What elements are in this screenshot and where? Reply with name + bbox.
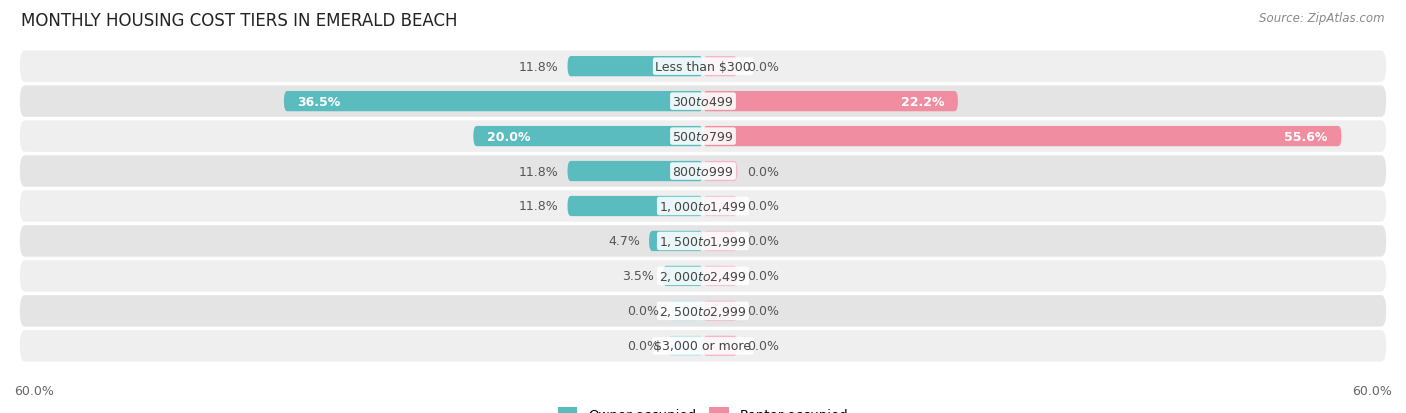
FancyBboxPatch shape <box>568 197 703 216</box>
Text: 11.8%: 11.8% <box>519 61 558 74</box>
FancyBboxPatch shape <box>284 92 703 112</box>
FancyBboxPatch shape <box>20 86 1386 118</box>
FancyBboxPatch shape <box>669 301 703 321</box>
FancyBboxPatch shape <box>20 261 1386 292</box>
Text: $2,000 to $2,499: $2,000 to $2,499 <box>659 269 747 283</box>
FancyBboxPatch shape <box>20 191 1386 222</box>
FancyBboxPatch shape <box>703 336 738 356</box>
Text: 3.5%: 3.5% <box>621 270 654 283</box>
FancyBboxPatch shape <box>20 295 1386 327</box>
Text: 36.5%: 36.5% <box>298 95 340 108</box>
Text: $3,000 or more: $3,000 or more <box>655 339 751 352</box>
FancyBboxPatch shape <box>703 301 738 321</box>
FancyBboxPatch shape <box>650 231 703 252</box>
FancyBboxPatch shape <box>703 266 738 286</box>
FancyBboxPatch shape <box>703 92 957 112</box>
Text: MONTHLY HOUSING COST TIERS IN EMERALD BEACH: MONTHLY HOUSING COST TIERS IN EMERALD BE… <box>21 12 457 30</box>
Text: 60.0%: 60.0% <box>1353 385 1392 397</box>
Text: $2,500 to $2,999: $2,500 to $2,999 <box>659 304 747 318</box>
FancyBboxPatch shape <box>669 336 703 356</box>
Text: 11.8%: 11.8% <box>519 165 558 178</box>
FancyBboxPatch shape <box>703 231 738 252</box>
Text: 22.2%: 22.2% <box>901 95 945 108</box>
FancyBboxPatch shape <box>474 127 703 147</box>
Text: 60.0%: 60.0% <box>14 385 53 397</box>
Text: 11.8%: 11.8% <box>519 200 558 213</box>
Text: 20.0%: 20.0% <box>486 130 530 143</box>
FancyBboxPatch shape <box>20 51 1386 83</box>
Text: 4.7%: 4.7% <box>607 235 640 248</box>
Text: 0.0%: 0.0% <box>747 305 779 318</box>
Text: 0.0%: 0.0% <box>747 339 779 352</box>
Text: 0.0%: 0.0% <box>747 61 779 74</box>
Text: 0.0%: 0.0% <box>747 165 779 178</box>
Text: $1,500 to $1,999: $1,500 to $1,999 <box>659 235 747 248</box>
Text: 0.0%: 0.0% <box>747 200 779 213</box>
Text: $300 to $499: $300 to $499 <box>672 95 734 108</box>
FancyBboxPatch shape <box>568 161 703 182</box>
FancyBboxPatch shape <box>662 266 703 286</box>
Text: Source: ZipAtlas.com: Source: ZipAtlas.com <box>1260 12 1385 25</box>
FancyBboxPatch shape <box>703 57 738 77</box>
Text: 0.0%: 0.0% <box>747 270 779 283</box>
FancyBboxPatch shape <box>703 127 1341 147</box>
Text: 0.0%: 0.0% <box>747 235 779 248</box>
FancyBboxPatch shape <box>20 121 1386 152</box>
FancyBboxPatch shape <box>20 330 1386 362</box>
Legend: Owner-occupied, Renter-occupied: Owner-occupied, Renter-occupied <box>553 402 853 413</box>
Text: $500 to $799: $500 to $799 <box>672 130 734 143</box>
Text: 55.6%: 55.6% <box>1284 130 1327 143</box>
Text: $800 to $999: $800 to $999 <box>672 165 734 178</box>
Text: Less than $300: Less than $300 <box>655 61 751 74</box>
FancyBboxPatch shape <box>703 197 738 216</box>
Text: 0.0%: 0.0% <box>627 305 659 318</box>
FancyBboxPatch shape <box>703 161 738 182</box>
Text: 0.0%: 0.0% <box>627 339 659 352</box>
FancyBboxPatch shape <box>20 225 1386 257</box>
FancyBboxPatch shape <box>20 156 1386 188</box>
Text: $1,000 to $1,499: $1,000 to $1,499 <box>659 199 747 214</box>
FancyBboxPatch shape <box>568 57 703 77</box>
